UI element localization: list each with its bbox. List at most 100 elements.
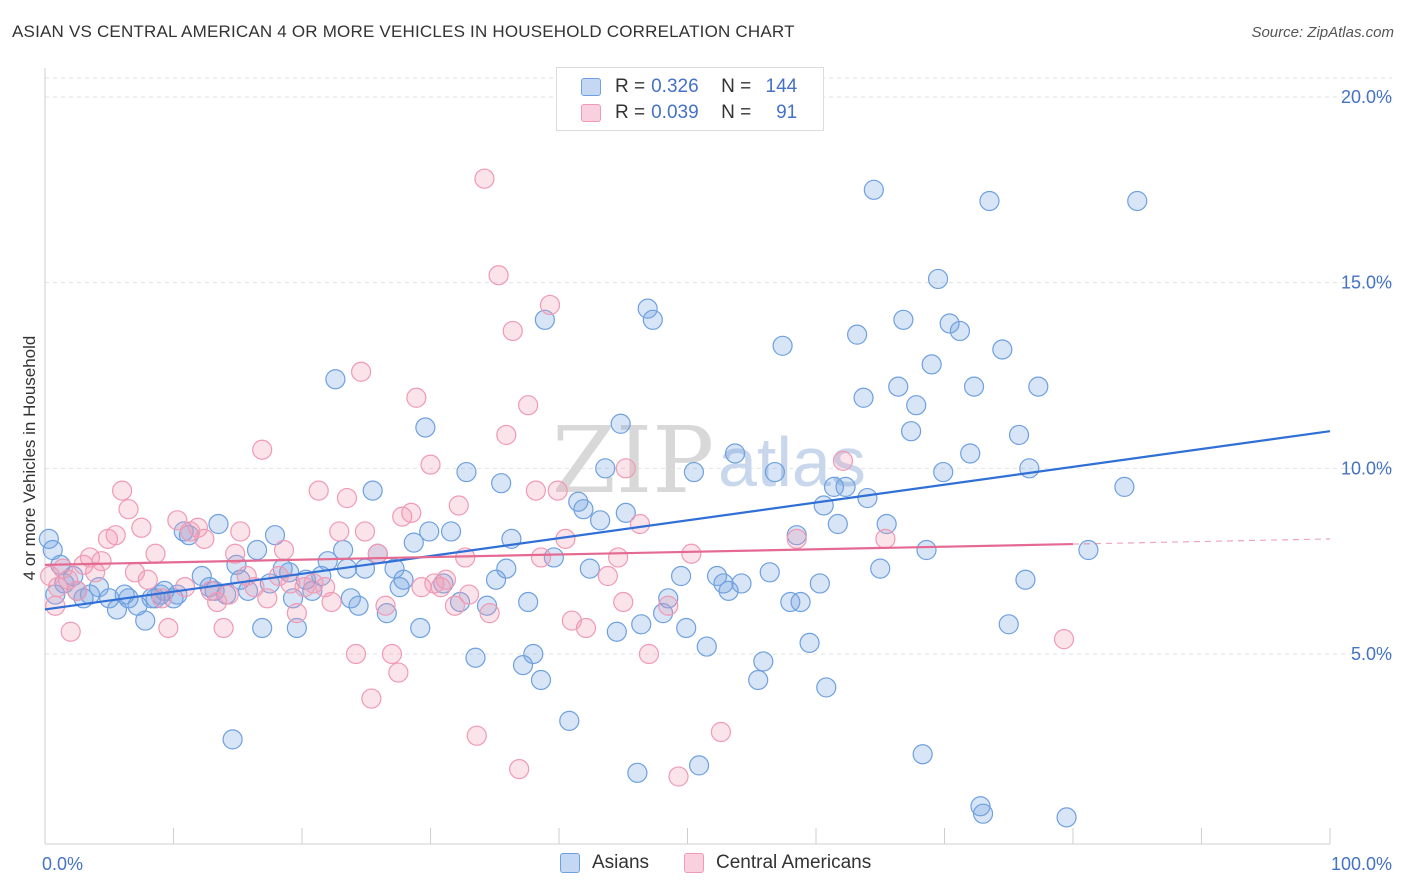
asian-point [465,647,486,668]
asian-point [960,443,981,464]
asian-point [823,476,845,497]
asian-point [780,591,801,613]
asian-point [590,510,611,531]
asian-point [393,569,414,590]
central-american-point [111,480,133,501]
central-american-point [207,591,228,613]
central-american-point [67,580,88,601]
central-american-point [875,528,896,549]
legend-item-central-americans: Central Americans [684,852,871,874]
asian-point [748,669,769,691]
asian-point [670,565,692,587]
asian-point [415,417,436,438]
legend-swatch-central-americans [684,853,704,873]
legend-label-asians: Asians [592,852,650,873]
legend-r-value: 0.326 [651,76,699,97]
y-tick-label: 10.0% [1341,458,1392,478]
asian-point [410,617,431,639]
asian-point [888,376,909,397]
asian-point [191,565,212,587]
central-american-point [786,528,807,549]
central-american-point [710,721,732,743]
legend-n-value: 91 [776,102,798,123]
asian-point [1015,569,1036,590]
legend-n-key: N = [721,76,752,97]
central-american-point [539,294,561,316]
central-american-point [509,759,530,780]
asian-point [354,558,376,579]
asian-point [476,595,498,616]
data-points [38,168,1148,828]
asian-point [949,320,971,342]
central-american-trend-line-projection [1072,538,1331,545]
central-american-point [187,517,209,538]
central-american-point [257,588,278,609]
asian-point [642,309,663,330]
central-american-point [252,439,273,460]
central-american-point [401,502,422,523]
central-american-point [496,424,517,446]
central-american-point [668,766,689,787]
asian-point [939,313,960,334]
asian-point [998,614,1019,635]
chart-title: ASIAN VS CENTRAL AMERICAN 4 OR MORE VEHI… [12,22,795,41]
asian-point [579,558,600,579]
central-american-point [406,387,427,408]
asian-point [264,525,286,546]
central-american-point [315,577,336,598]
central-american-point [575,617,597,639]
asian-point [325,369,346,390]
asian-point [979,190,1000,212]
asian-point [419,521,440,542]
asian-point [683,461,705,483]
central-american-point [308,480,329,501]
central-american-point [547,480,568,501]
central-american-point [131,517,152,538]
asian-point [906,395,927,416]
central-american-point [194,528,215,549]
asian-point [333,539,354,561]
correlation-legend: R = 0.326 N = 144 R = 0.039 N = 91 [556,67,824,131]
central-american-point [474,168,495,189]
asian-point [135,610,156,631]
central-american-point [681,543,702,564]
central-american-point [118,499,139,520]
asian-point [606,621,627,642]
central-american-point [420,454,441,475]
central-american-point [286,603,307,624]
asian-trend-line [44,430,1331,611]
central-american-point [488,265,509,286]
asian-point [921,354,942,375]
central-american-point [345,643,367,665]
central-american-trend-line [44,542,1074,566]
asian-point [853,387,874,408]
asian-point [813,495,834,516]
asian-point [496,558,517,579]
central-american-point [137,569,158,590]
asian-point [38,528,59,549]
central-american-point [448,495,469,516]
asian-point [246,539,268,561]
central-american-point [458,584,480,605]
x-tick-label-max: 100.0% [1331,854,1392,874]
asian-point [857,487,878,509]
asian-point [631,614,652,635]
asian-point [1028,376,1049,397]
asian-point [916,539,937,561]
asian-point [963,376,985,397]
legend-n-value: 144 [765,76,798,97]
asian-point [340,588,361,609]
legend-n-key: N = [721,102,752,123]
asian-point [440,521,462,542]
asian-point [403,532,424,553]
asian-point [573,499,594,520]
asian-point [933,461,954,483]
central-american-point [230,521,251,542]
asian-point [491,473,512,494]
central-american-point [444,595,466,616]
central-american-point [530,547,552,568]
y-tick-label: 15.0% [1341,273,1392,293]
asian-point [972,803,994,824]
central-american-point [367,543,388,564]
